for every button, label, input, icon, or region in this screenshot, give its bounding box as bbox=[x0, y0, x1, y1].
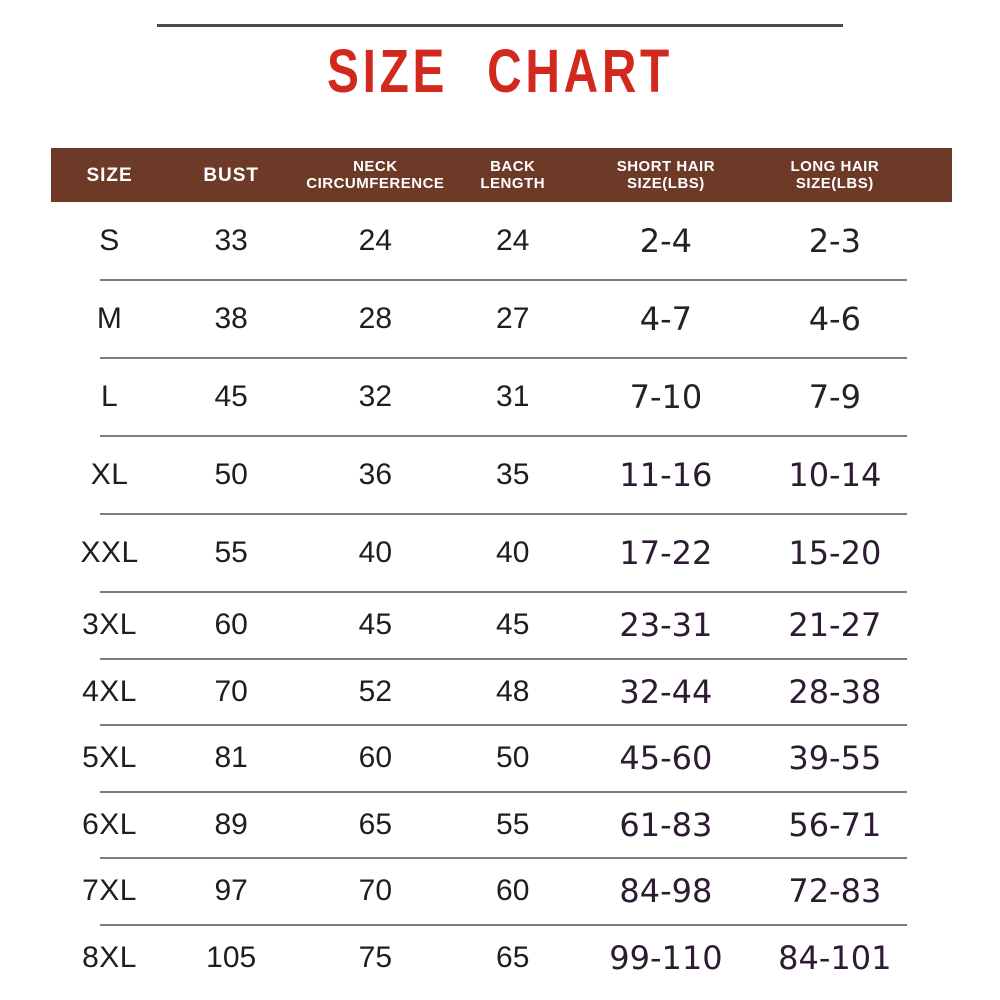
bust-cell: 105 bbox=[206, 940, 257, 974]
long-hair-size-cell: 2-3 bbox=[808, 222, 861, 260]
long-hair-size-cell: 4-6 bbox=[808, 300, 861, 338]
bust-cell: 89 bbox=[214, 807, 248, 841]
back-length-cell: 45 bbox=[496, 608, 530, 642]
short-hair-size-cell: 7-10 bbox=[629, 378, 703, 416]
column-header-line: LENGTH bbox=[480, 175, 546, 192]
back-length-cell: 60 bbox=[496, 874, 530, 908]
short-hair-size-cell: 17-22 bbox=[619, 534, 713, 572]
table-row-s: S 33 24 24 2-4 2-3 bbox=[51, 202, 952, 281]
column-header-line: BUST bbox=[203, 164, 260, 186]
size-cell: S bbox=[99, 224, 120, 257]
short-hair-size-cell: 23-31 bbox=[619, 606, 713, 645]
long-hair-size-cell: 7-9 bbox=[808, 378, 861, 416]
size-cell: 4XL bbox=[82, 674, 137, 708]
neck-circumference-cell: 45 bbox=[358, 608, 393, 642]
long-hair-size-cell: 10-14 bbox=[788, 456, 882, 494]
neck-circumference-cell: 65 bbox=[358, 807, 393, 841]
back-length-cell: 24 bbox=[496, 224, 530, 257]
back-length-cell: 65 bbox=[496, 940, 530, 974]
bust-cell: 38 bbox=[214, 302, 248, 335]
neck-circumference-cell: 28 bbox=[358, 302, 393, 335]
short-hair-size-cell: 61-83 bbox=[619, 805, 713, 844]
back-length-cell: 27 bbox=[496, 302, 530, 335]
size-cell: M bbox=[96, 302, 123, 335]
column-header-line: SHORT HAIR bbox=[616, 158, 716, 175]
column-header-line: SIZE(LBS) bbox=[795, 175, 874, 192]
neck-circumference-cell: 32 bbox=[358, 380, 393, 413]
back-length-cell: 50 bbox=[496, 741, 530, 775]
neck-circumference-cell: 36 bbox=[358, 458, 393, 491]
table-row-4xl: 4XL 70 52 48 32-44 28-38 bbox=[51, 659, 952, 726]
column-header-line: SIZE(LBS) bbox=[626, 175, 705, 192]
back-length-cell: 55 bbox=[496, 807, 530, 841]
size-cell: 7XL bbox=[82, 874, 137, 908]
short-hair-size-cell: 32-44 bbox=[619, 672, 713, 711]
column-header-line: LONG HAIR bbox=[790, 158, 880, 175]
neck-circumference-cell: 52 bbox=[358, 674, 393, 708]
bust-cell: 45 bbox=[214, 380, 248, 413]
page-title: SIZE CHART bbox=[0, 38, 1000, 106]
back-length-cell: 48 bbox=[496, 674, 530, 708]
table-row-6xl: 6XL 89 65 55 61-83 56-71 bbox=[51, 792, 952, 859]
bust-cell: 81 bbox=[214, 741, 248, 775]
short-hair-size-cell: 45-60 bbox=[619, 739, 713, 778]
long-hair-size-cell: 39-55 bbox=[788, 739, 882, 778]
table-row-l: L 45 32 31 7-10 7-9 bbox=[51, 358, 952, 437]
column-header-neck-circumference: NECK CIRCUMFERENCE bbox=[294, 158, 456, 192]
short-hair-size-cell: 84-98 bbox=[619, 872, 713, 911]
table-row-5xl: 5XL 81 60 50 45-60 39-55 bbox=[51, 725, 952, 792]
table-row-xxl: XXL 55 40 40 17-22 15-20 bbox=[51, 514, 952, 593]
size-cell: 8XL bbox=[82, 940, 137, 974]
page-title-text: SIZE CHART bbox=[327, 37, 673, 107]
table-row-3xl: 3XL 60 45 45 23-31 21-27 bbox=[51, 592, 952, 659]
size-cell: L bbox=[100, 380, 119, 413]
header-row: SIZE BUST NECK CIRCUMFERENCE BACK LENGTH SHORT… bbox=[51, 148, 952, 202]
back-length-cell: 31 bbox=[496, 380, 530, 413]
long-hair-size-cell: 28-38 bbox=[788, 672, 882, 711]
long-hair-size-cell: 21-27 bbox=[788, 606, 882, 645]
neck-circumference-cell: 24 bbox=[358, 224, 393, 257]
bust-cell: 33 bbox=[214, 224, 248, 257]
short-hair-size-cell: 99-110 bbox=[609, 938, 723, 977]
column-header-short-hair-size: SHORT HAIR SIZE(LBS) bbox=[569, 158, 763, 192]
neck-circumference-cell: 60 bbox=[358, 741, 393, 775]
column-header-line: BACK bbox=[490, 158, 536, 175]
table-body: S 33 24 24 2-4 2-3 M 38 28 27 4-7 4-6 L 45 32 31 7-10 7-9… bbox=[51, 202, 952, 991]
size-chart-table: SIZE BUST NECK CIRCUMFERENCE BACK LENGTH SHORT… bbox=[51, 148, 952, 991]
table-row-7xl: 7XL 97 70 60 84-98 72-83 bbox=[51, 858, 952, 925]
size-cell: XL bbox=[90, 458, 129, 491]
column-header-size: SIZE bbox=[51, 164, 168, 186]
short-hair-size-cell: 4-7 bbox=[639, 300, 693, 338]
column-header-line: NECK bbox=[353, 158, 398, 175]
table-row-m: M 38 28 27 4-7 4-6 bbox=[51, 280, 952, 359]
long-hair-size-cell: 84-101 bbox=[778, 938, 892, 977]
long-hair-size-cell: 56-71 bbox=[788, 805, 882, 844]
column-header-bust: BUST bbox=[168, 164, 294, 186]
bust-cell: 55 bbox=[214, 536, 248, 569]
neck-circumference-cell: 70 bbox=[358, 874, 393, 908]
long-hair-size-cell: 15-20 bbox=[788, 534, 882, 572]
column-header-line: CIRCUMFERENCE bbox=[306, 175, 445, 192]
short-hair-size-cell: 2-4 bbox=[639, 222, 693, 260]
bust-cell: 70 bbox=[214, 674, 248, 708]
column-header-long-hair-size: LONG HAIR SIZE(LBS) bbox=[763, 158, 907, 192]
top-divider-line bbox=[157, 24, 843, 27]
bust-cell: 97 bbox=[214, 874, 248, 908]
back-length-cell: 40 bbox=[496, 536, 530, 569]
column-header-line: SIZE bbox=[86, 164, 133, 186]
bust-cell: 50 bbox=[214, 458, 248, 491]
table-row-xl: XL 50 36 35 11-16 10-14 bbox=[51, 436, 952, 515]
short-hair-size-cell: 11-16 bbox=[619, 456, 713, 494]
size-cell: XXL bbox=[80, 536, 139, 569]
long-hair-size-cell: 72-83 bbox=[788, 872, 882, 911]
size-cell: 3XL bbox=[82, 608, 137, 642]
size-cell: 5XL bbox=[82, 741, 137, 775]
neck-circumference-cell: 40 bbox=[358, 536, 393, 569]
neck-circumference-cell: 75 bbox=[358, 940, 393, 974]
bust-cell: 60 bbox=[214, 608, 248, 642]
column-header-back-length: BACK LENGTH bbox=[456, 158, 569, 192]
back-length-cell: 35 bbox=[496, 458, 530, 491]
size-cell: 6XL bbox=[82, 807, 137, 841]
table-row-8xl: 8XL 105 75 65 99-110 84-101 bbox=[51, 925, 952, 992]
